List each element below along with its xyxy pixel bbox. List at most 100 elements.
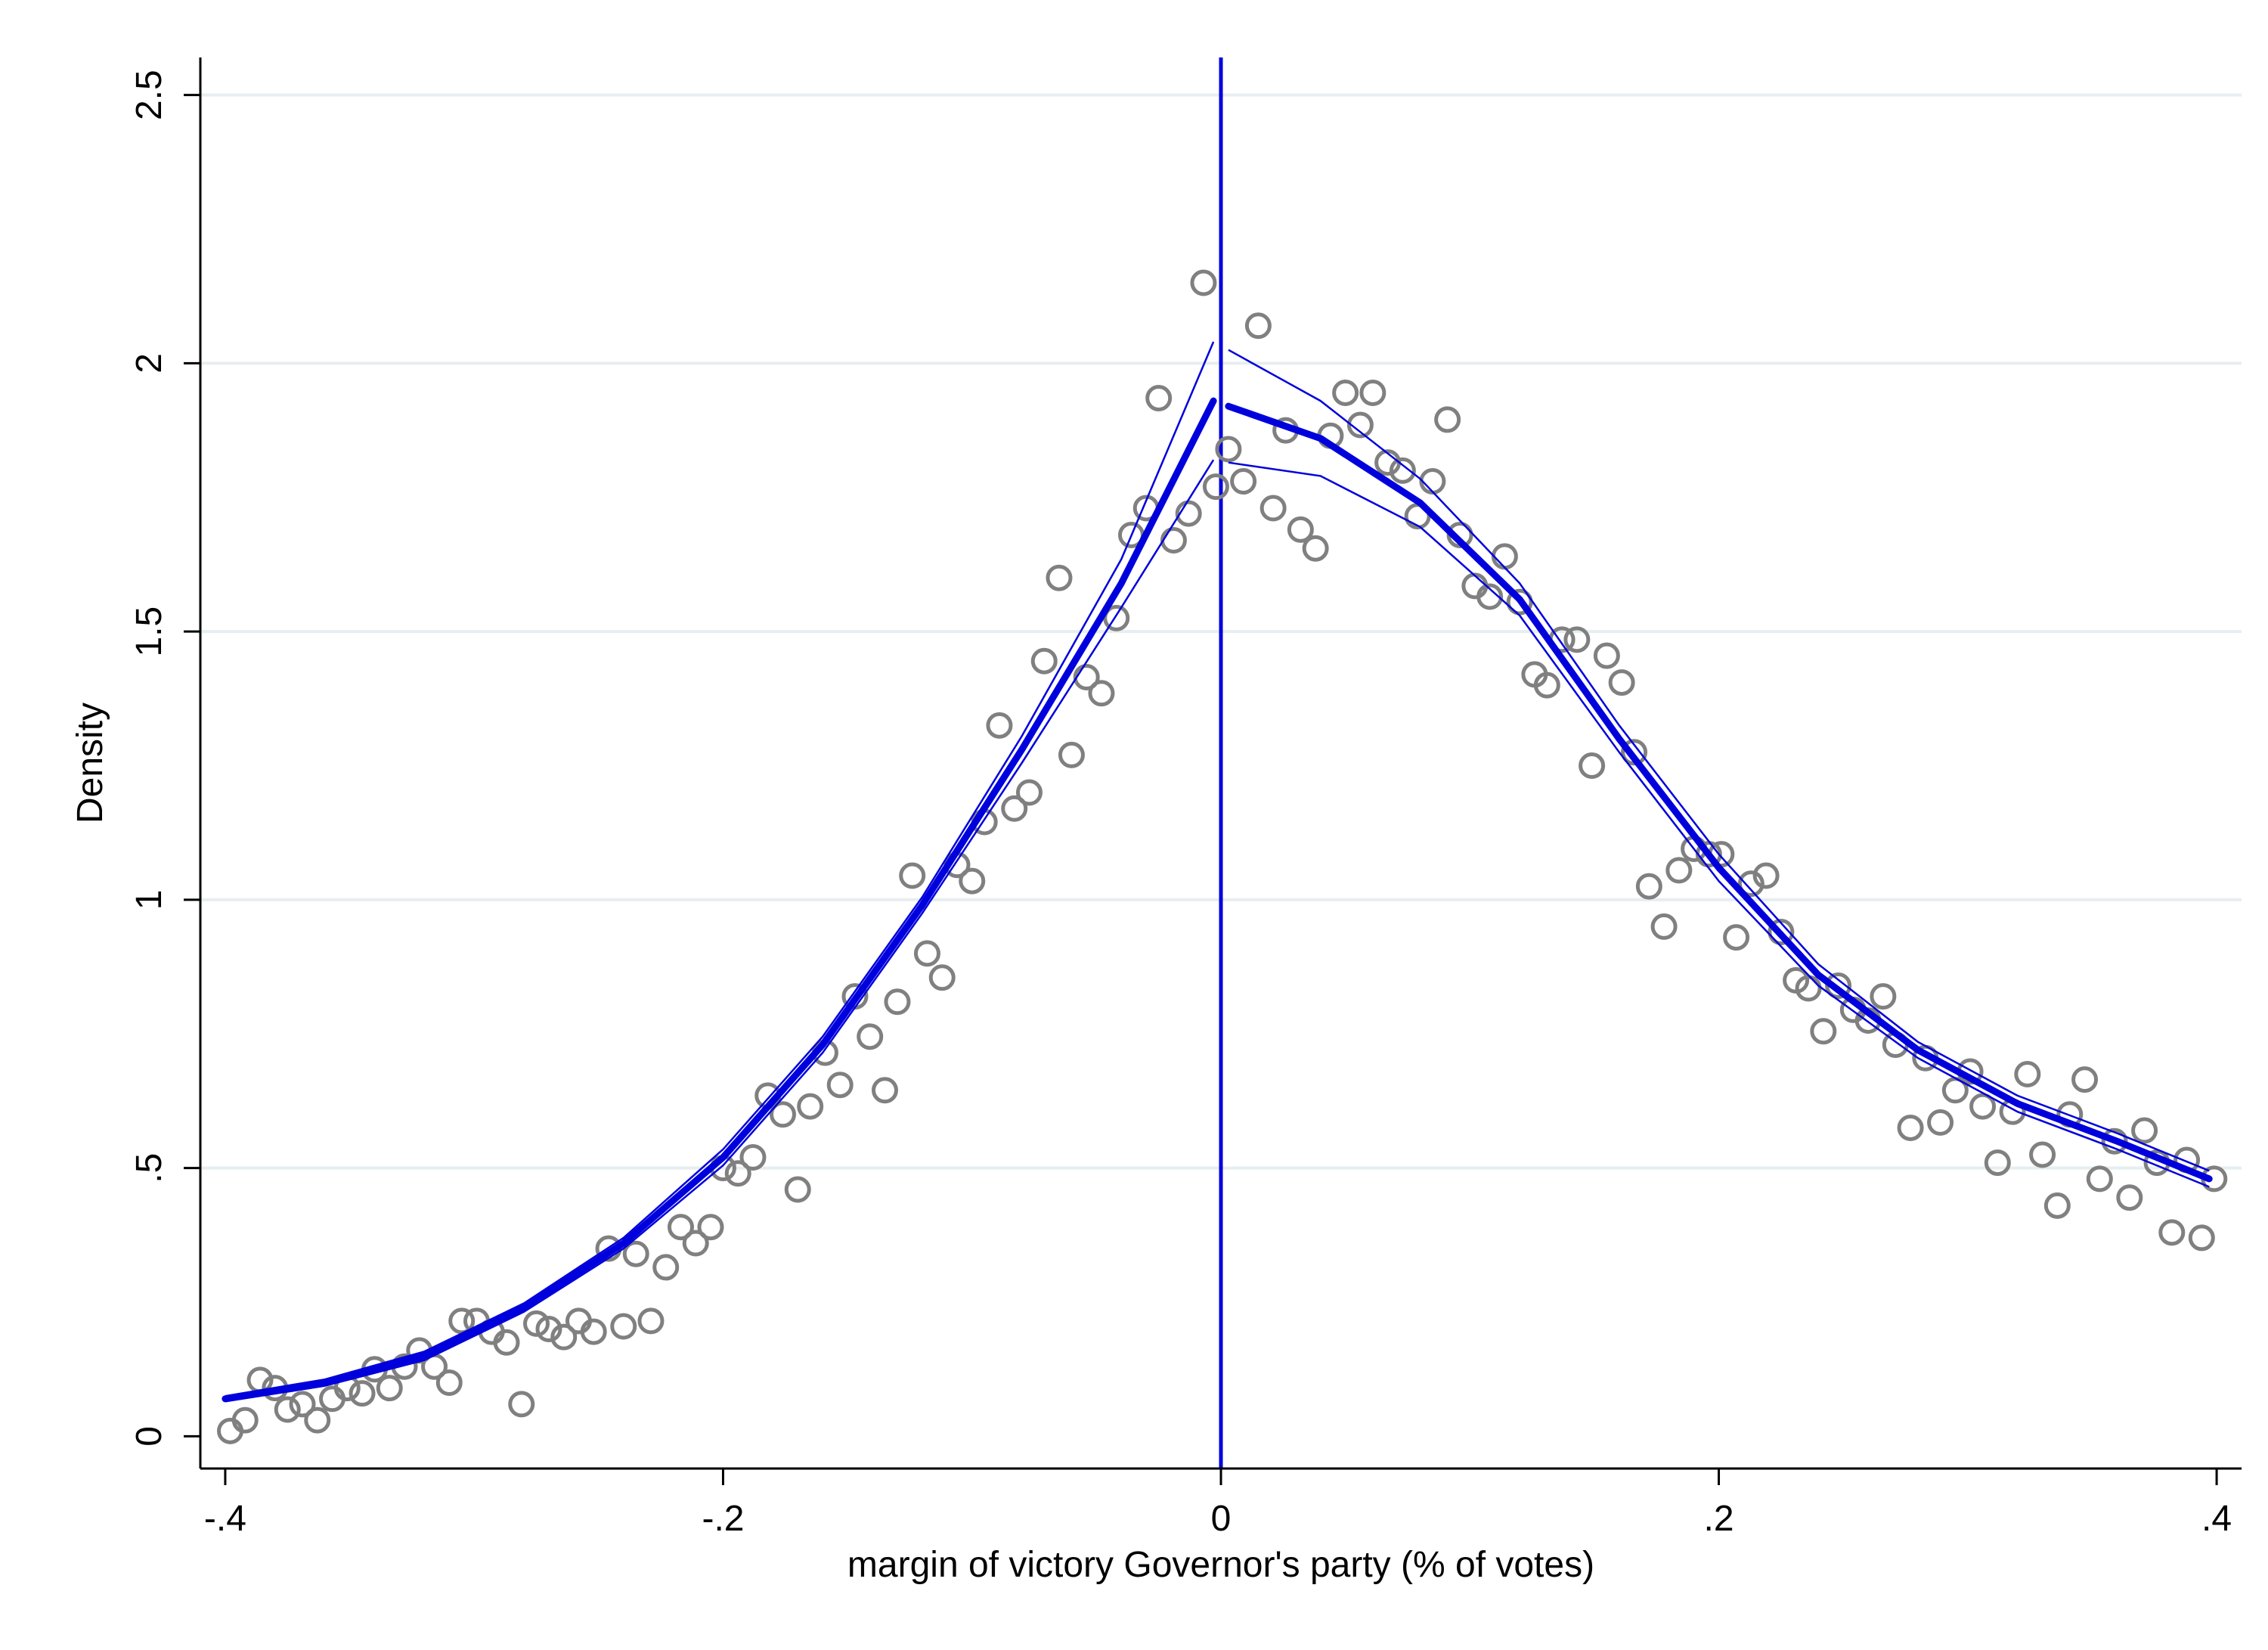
scatter-point xyxy=(913,940,940,967)
scatter-point xyxy=(652,1254,680,1281)
y-tick-label: 2.5 xyxy=(129,70,169,120)
scatter-point xyxy=(2029,1141,2056,1168)
x-tick-label: .4 xyxy=(2201,1499,2232,1539)
scatter-point xyxy=(2158,1219,2186,1246)
scatter-point xyxy=(1088,680,1115,707)
scatter-point xyxy=(1665,857,1693,884)
scatter-point xyxy=(435,1369,463,1396)
scatter-point xyxy=(959,867,986,895)
scatter-point xyxy=(2071,1066,2099,1093)
scatter-point xyxy=(1359,379,1387,406)
x-tick-label: -.2 xyxy=(702,1499,744,1539)
scatter-point xyxy=(1230,468,1257,495)
scatter-point xyxy=(610,1313,637,1340)
scatter-point xyxy=(304,1407,331,1434)
scatter-point xyxy=(1015,779,1043,806)
scatter-point xyxy=(1346,411,1374,439)
scatter-point xyxy=(376,1375,403,1402)
scatter-point xyxy=(580,1318,607,1345)
scatter-point xyxy=(1563,626,1591,653)
scatter-point xyxy=(1175,500,1202,527)
scatter-point xyxy=(1752,862,1780,889)
scatter-point xyxy=(1723,924,1750,951)
scatter-point xyxy=(523,1310,550,1337)
y-axis-ticks: 0 .5 1 1.5 2 2.5 xyxy=(129,70,200,1447)
fit-lines xyxy=(222,341,2213,1403)
scatter-point xyxy=(1302,535,1329,562)
scatter-point xyxy=(550,1323,578,1351)
ci-upper-right xyxy=(1228,349,2210,1172)
scatter-point xyxy=(622,1240,649,1267)
scatter-point xyxy=(1533,671,1560,699)
scatter-point xyxy=(1434,406,1461,433)
scatter-point xyxy=(1058,741,1085,768)
x-tick-label: 0 xyxy=(1211,1499,1232,1539)
scatter-point xyxy=(1202,473,1229,501)
scatter-point xyxy=(1650,913,1678,940)
x-axis-ticks: -.4 -.2 0 .2 .4 xyxy=(204,1469,2232,1539)
scatter-point xyxy=(508,1391,535,1418)
scatter-point xyxy=(1579,752,1606,780)
x-axis-title: margin of victory Governor's party (% of… xyxy=(847,1545,1594,1585)
scatter-point xyxy=(928,964,956,991)
scatter-point xyxy=(1608,669,1635,696)
scatter-point xyxy=(826,1072,854,1099)
scatter-point xyxy=(1810,1018,1837,1045)
scatter-point xyxy=(448,1307,476,1335)
y-axis-title: Density xyxy=(70,702,110,823)
scatter-point xyxy=(871,1077,898,1104)
scatter-point xyxy=(1389,457,1416,484)
scatter-point xyxy=(1593,642,1620,669)
y-tick-label: 0 xyxy=(129,1426,169,1447)
scatter-point xyxy=(1768,918,1795,945)
scatter-point xyxy=(2131,1117,2158,1144)
ci-lower-right xyxy=(1228,461,2210,1188)
ci-upper-left xyxy=(225,341,1215,1397)
scatter-point xyxy=(274,1396,301,1423)
y-tick-label: 1.5 xyxy=(129,606,169,657)
scatter-point xyxy=(1506,588,1533,616)
scatter-point xyxy=(637,1307,665,1335)
scatter-point xyxy=(797,1093,824,1120)
y-tick-label: 1 xyxy=(129,890,169,910)
scatter-point xyxy=(1332,379,1359,406)
scatter-point xyxy=(724,1160,751,1187)
scatter-point xyxy=(784,1176,811,1203)
x-tick-label: .2 xyxy=(1704,1499,1734,1539)
scatter-point xyxy=(231,1407,259,1434)
scatter-point xyxy=(739,1143,767,1171)
y-tick-label: 2 xyxy=(129,353,169,374)
scatter-point xyxy=(769,1101,796,1128)
scatter-point xyxy=(1073,663,1100,690)
scatter-point xyxy=(1870,983,1897,1010)
scatter-point xyxy=(2188,1224,2215,1251)
scatter-point xyxy=(986,712,1013,739)
fit-line-left xyxy=(222,397,1217,1403)
scatter-point xyxy=(697,1214,724,1241)
scatter-point xyxy=(1244,312,1272,340)
scatter-point xyxy=(857,1023,884,1050)
scatter-point xyxy=(1287,516,1314,543)
scatter-point xyxy=(1984,1149,2011,1177)
scatter-point xyxy=(1795,975,1822,1002)
ci-lower-left xyxy=(225,459,1215,1403)
y-tick-label: .5 xyxy=(129,1153,169,1183)
scatter-point xyxy=(1145,385,1173,412)
scatter-point xyxy=(1969,1093,1997,1120)
scatter-point xyxy=(1476,583,1504,610)
scatter-point xyxy=(2043,1192,2071,1219)
scatter-point xyxy=(667,1214,694,1241)
scatter-point xyxy=(493,1329,520,1356)
scatter-point xyxy=(884,988,911,1016)
scatter-point xyxy=(1103,604,1130,631)
scatter-point xyxy=(1001,795,1028,822)
scatter-point xyxy=(2014,1061,2041,1088)
scatter-point xyxy=(682,1230,709,1257)
scatter-point xyxy=(289,1391,316,1418)
scatter-point xyxy=(1635,873,1662,900)
scatter-point xyxy=(2116,1184,2143,1211)
scatter-point xyxy=(1046,564,1073,591)
scatter-point xyxy=(899,862,926,889)
